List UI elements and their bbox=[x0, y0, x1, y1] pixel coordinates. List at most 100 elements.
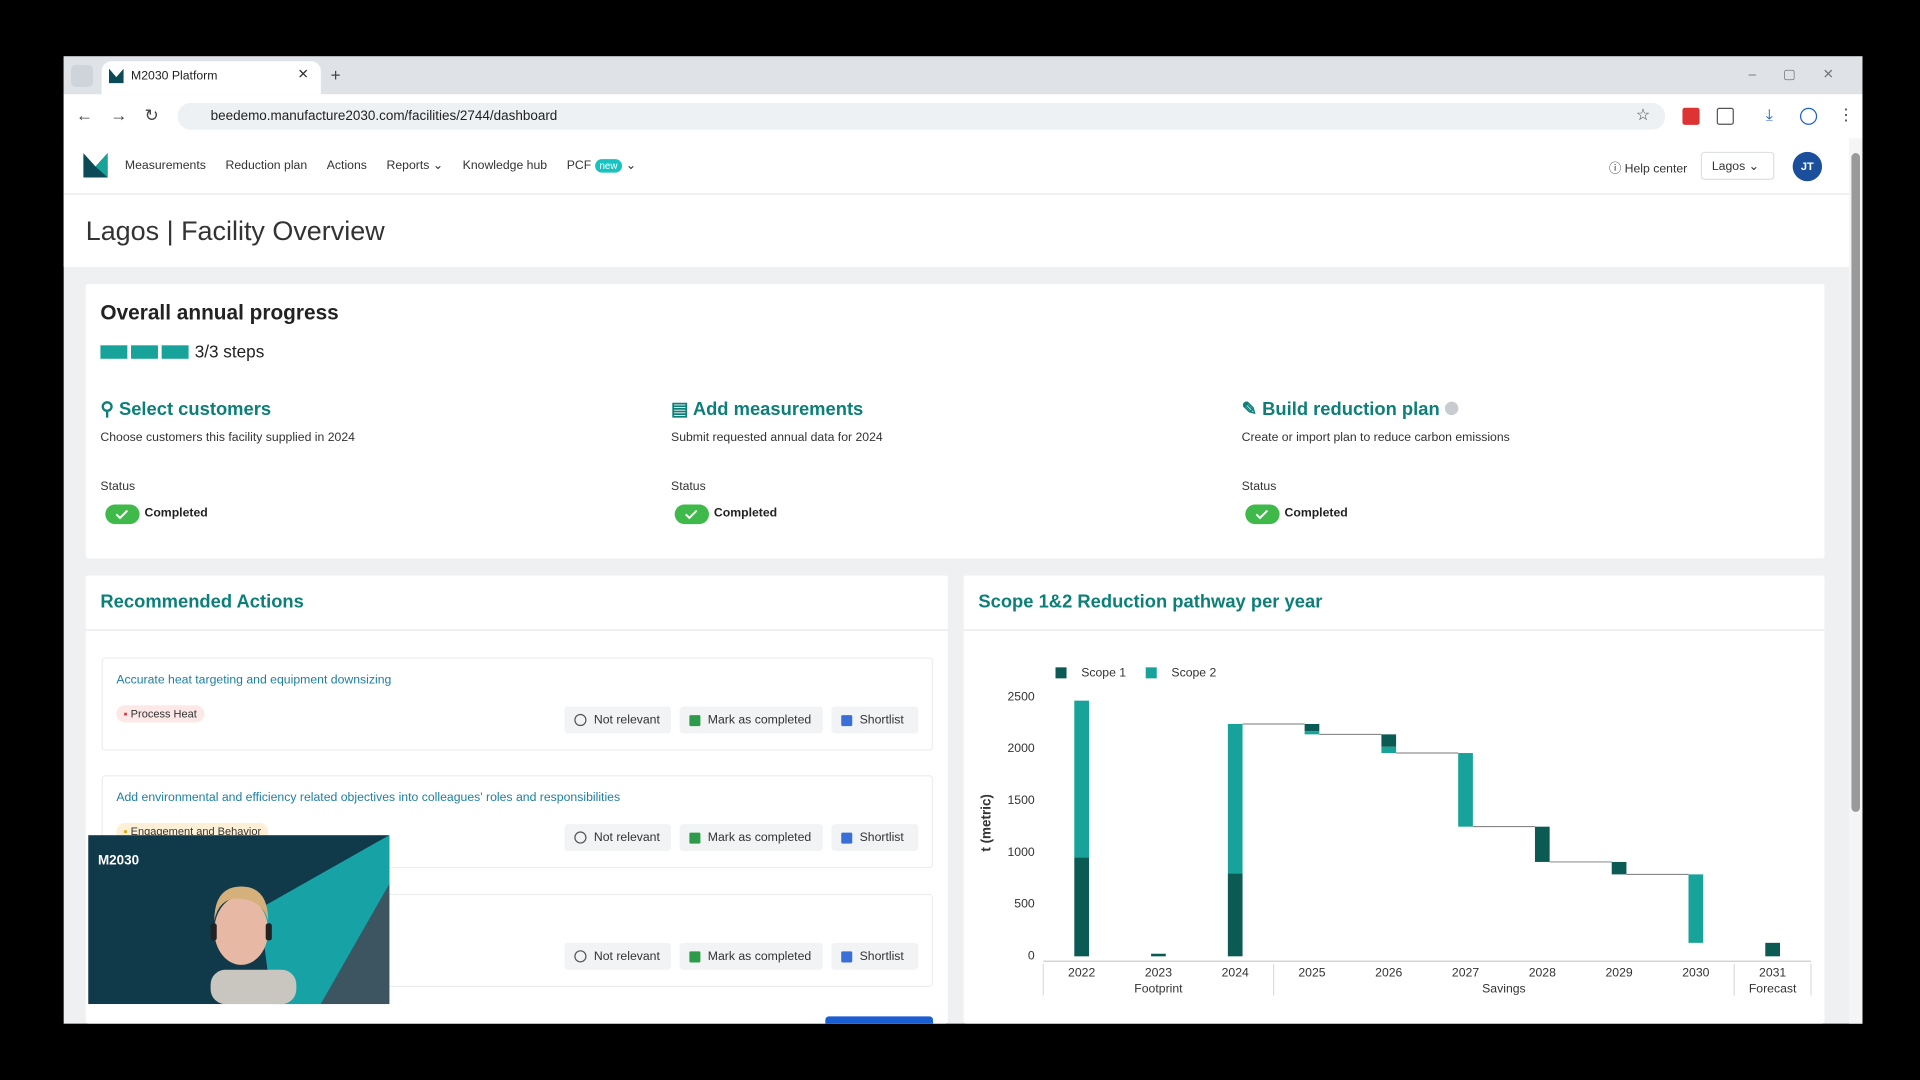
x-tick-label: 2030 bbox=[1682, 966, 1709, 980]
action-button[interactable]: Mark as completed bbox=[679, 942, 823, 970]
x-tick-label: 2023 bbox=[1145, 966, 1172, 980]
nav-dropdown[interactable]: Reports ⌄ bbox=[386, 159, 444, 173]
action-button[interactable]: Not relevant bbox=[564, 942, 672, 970]
avatar[interactable]: JT bbox=[1792, 151, 1823, 182]
step-title-text: Add measurements bbox=[692, 399, 864, 421]
status-check bbox=[674, 504, 709, 525]
legend-swatch bbox=[1145, 667, 1157, 679]
app-header bbox=[63, 138, 1849, 195]
action-item bbox=[101, 657, 934, 751]
bar-segment bbox=[1458, 753, 1473, 827]
progress-card bbox=[85, 284, 1825, 559]
action-tag-text: Engagement and Behavior bbox=[130, 825, 262, 838]
info-icon[interactable] bbox=[1444, 401, 1459, 416]
action-button[interactable]: Not relevant bbox=[564, 824, 672, 852]
action-button-label: Not relevant bbox=[593, 949, 660, 964]
page-title: Lagos | Facility Overview bbox=[85, 215, 385, 247]
nav-link[interactable]: Actions bbox=[326, 159, 367, 173]
action-button-label: Not relevant bbox=[593, 830, 660, 845]
step-title[interactable]: ⚲ Select customers bbox=[100, 399, 272, 421]
chart-card bbox=[963, 575, 1825, 1024]
scrollbar-thumb[interactable] bbox=[1851, 153, 1861, 812]
action-tag: ▪ Process Heat bbox=[116, 705, 205, 723]
bar-segment bbox=[1227, 723, 1243, 874]
help-center[interactable]: ⓘ Help center bbox=[1608, 162, 1688, 177]
chart-title: Scope 1&2 Reduction pathway per year bbox=[978, 591, 1323, 613]
action-button-label: Not relevant bbox=[593, 713, 660, 727]
x-tick-label: 2024 bbox=[1222, 966, 1249, 980]
bar-segment bbox=[1304, 723, 1320, 732]
profile-button[interactable] bbox=[1800, 107, 1818, 125]
bookmark-star[interactable]: ☆ bbox=[1635, 105, 1651, 124]
status-label: Status bbox=[1241, 480, 1277, 494]
status-value: Completed bbox=[144, 506, 208, 521]
action-title[interactable]: Accurate heat targeting and equipment do… bbox=[116, 673, 392, 687]
bar-segment bbox=[1304, 731, 1320, 735]
x-tick-label: 2027 bbox=[1452, 966, 1479, 980]
nav-link[interactable]: Reduction plan bbox=[225, 159, 308, 173]
extensions-button[interactable] bbox=[1716, 107, 1734, 125]
actions-title: Recommended Actions bbox=[100, 591, 304, 613]
step-description: Choose customers this facility supplied … bbox=[100, 431, 355, 445]
status-label: Status bbox=[100, 480, 136, 494]
facility-select[interactable]: Lagos ⌄ bbox=[1700, 151, 1775, 181]
action-button[interactable]: Shortlist bbox=[831, 706, 919, 734]
action-button[interactable]: Mark as completed bbox=[679, 824, 823, 852]
action-item bbox=[101, 775, 934, 869]
url: beedemo.manufacture2030.com/facilities/2… bbox=[210, 108, 558, 124]
step-description: Create or import plan to reduce carbon e… bbox=[1241, 431, 1510, 445]
nav-link[interactable]: Knowledge hub bbox=[462, 159, 548, 173]
y-tick-label: 2500 bbox=[1007, 689, 1034, 703]
status-label: Status bbox=[671, 480, 706, 494]
step: ▤ Add measurements Submit requested annu… bbox=[671, 398, 1210, 494]
x-tick-label: 2028 bbox=[1529, 966, 1556, 980]
nav-link[interactable]: Measurements bbox=[124, 159, 206, 173]
page-header bbox=[63, 194, 1849, 267]
group-label: Savings bbox=[1482, 982, 1526, 996]
main-nav: Measurements Reduction plan Actions Repo… bbox=[125, 138, 636, 193]
new-tab[interactable]: + bbox=[330, 64, 341, 85]
x-tick-label: 2031 bbox=[1759, 966, 1786, 980]
navigation-buttons[interactable]: ←→↻ bbox=[75, 105, 177, 125]
nav-link[interactable]: PCF bbox=[566, 159, 592, 173]
y-tick-label: 2000 bbox=[1007, 741, 1034, 755]
nav-link[interactable]: Reports bbox=[386, 159, 430, 173]
legend-label: Scope 2 bbox=[1171, 666, 1216, 680]
action-button-label: Shortlist bbox=[859, 830, 904, 845]
window-controls[interactable]: –▢✕ bbox=[1748, 67, 1861, 83]
download-button[interactable]: ⤓ bbox=[1765, 105, 1773, 124]
tab-close[interactable]: ✕ bbox=[297, 67, 309, 83]
group-label: Forecast bbox=[1749, 982, 1797, 996]
action-button-label: Shortlist bbox=[859, 713, 904, 727]
action-button[interactable]: Mark as completed bbox=[679, 706, 823, 734]
new-badge: new bbox=[594, 159, 623, 173]
step-title[interactable]: ✎ Build reduction plan bbox=[1242, 398, 1781, 420]
nav-dropdown[interactable]: PCF new ⌄ bbox=[566, 159, 637, 173]
logo[interactable] bbox=[83, 153, 108, 178]
bar-segment bbox=[1151, 953, 1166, 957]
action-button[interactable]: Shortlist bbox=[831, 824, 919, 852]
status-value: Completed bbox=[1284, 506, 1348, 521]
progress-segment bbox=[161, 345, 189, 359]
status-value: Completed bbox=[713, 506, 778, 521]
bar-segment bbox=[1381, 734, 1397, 747]
tab[interactable] bbox=[101, 61, 321, 95]
bar-segment bbox=[1381, 746, 1397, 754]
step-title[interactable]: ▤ Add measurements bbox=[671, 399, 864, 421]
extension-icon[interactable] bbox=[1682, 107, 1700, 125]
tab-menu[interactable] bbox=[71, 64, 94, 87]
bar-segment bbox=[1688, 874, 1704, 943]
bar-segment bbox=[1611, 861, 1627, 875]
browser-menu[interactable]: ⋮ bbox=[1837, 105, 1854, 124]
address-bar[interactable] bbox=[177, 102, 1666, 130]
action-button[interactable]: Shortlist bbox=[831, 942, 919, 970]
x-tick-label: 2026 bbox=[1375, 966, 1402, 980]
progress-segment bbox=[100, 345, 128, 359]
load-more-button[interactable] bbox=[825, 1016, 934, 1024]
y-tick-label: 500 bbox=[1014, 897, 1035, 911]
action-button[interactable]: Not relevant bbox=[564, 706, 672, 734]
bar-segment bbox=[1227, 873, 1243, 957]
action-title[interactable]: Add environmental and efficiency related… bbox=[116, 791, 621, 805]
